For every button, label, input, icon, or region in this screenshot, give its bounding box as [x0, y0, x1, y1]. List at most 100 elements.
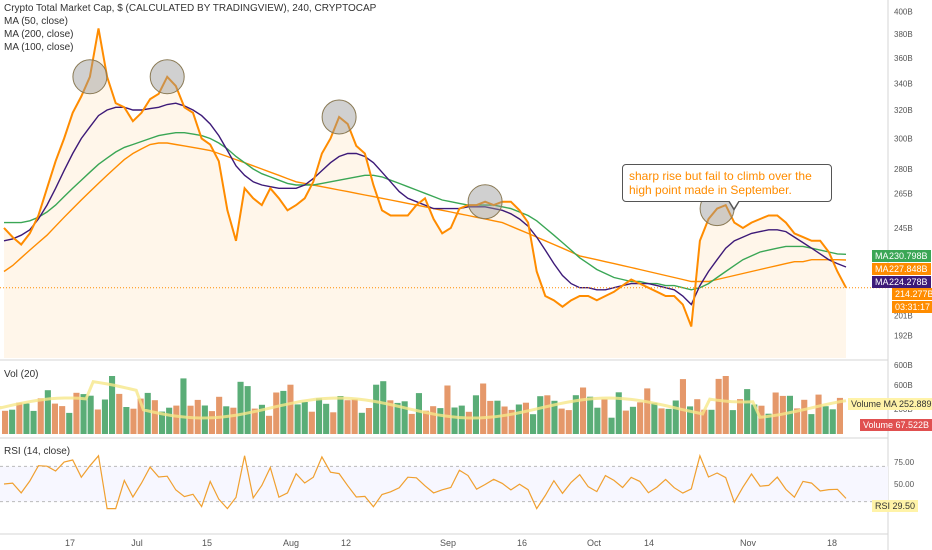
volume-bar	[358, 412, 365, 434]
time-tick-label: Jul	[131, 538, 143, 548]
volume-bar	[201, 405, 208, 434]
volume-bar	[465, 411, 472, 434]
volume-bar	[30, 410, 37, 434]
volume-bar	[144, 392, 151, 434]
legend-ma50[interactable]: MA (50, close)	[4, 16, 68, 27]
volume-bar	[187, 405, 194, 434]
volume-bar	[615, 392, 622, 434]
volume-bar	[601, 399, 608, 434]
price-line	[3, 28, 847, 327]
volume-bar	[287, 384, 294, 434]
rsi-value-badge: RSI 29.50	[872, 500, 919, 512]
volume-bar	[480, 383, 487, 434]
volume-bar	[430, 406, 437, 434]
volume-bar	[80, 394, 87, 434]
volume-tick-label: 600B	[894, 381, 913, 390]
volume-bar	[822, 406, 829, 434]
volume-bar	[737, 399, 744, 434]
volume-bar	[829, 409, 836, 434]
volume-bar	[765, 413, 772, 434]
volume-bar	[59, 406, 66, 434]
time-tick-label: Oct	[587, 538, 602, 548]
volume-bar	[351, 399, 358, 434]
peak-highlight-2	[321, 99, 357, 135]
volume-bar	[123, 407, 130, 434]
volume-bar	[251, 408, 258, 434]
rsi-pane-label[interactable]: RSI (14, close)	[4, 446, 71, 457]
volume-bar	[94, 409, 101, 434]
volume-bar	[51, 403, 58, 434]
volume-bar	[786, 395, 793, 434]
legend-ma100[interactable]: MA (100, close)	[4, 42, 74, 53]
volume-bar	[658, 408, 665, 434]
time-tick-label: 17	[65, 538, 75, 548]
volume-bar	[9, 409, 16, 434]
ma100-value-badge: MA230.798B	[872, 250, 931, 262]
volume-bar	[608, 417, 615, 434]
volume-bar	[794, 408, 801, 434]
volume-bar	[365, 408, 372, 434]
volume-bar	[451, 407, 458, 434]
volume-bar	[729, 410, 736, 434]
price-tick-label: 201B	[894, 311, 913, 320]
volume-bar	[679, 379, 686, 434]
volume-bar	[330, 412, 337, 434]
volume-bar	[672, 400, 679, 434]
time-tick-label: Aug	[283, 538, 299, 548]
volume-bar	[344, 400, 351, 434]
volume-bar	[137, 398, 144, 434]
volume-bar	[544, 395, 551, 434]
volume-bar	[130, 408, 137, 434]
volume-bar	[580, 387, 587, 434]
time-tick-label: 12	[341, 538, 351, 548]
volume-bar	[836, 397, 843, 434]
legend-ma200[interactable]: MA (200, close)	[4, 29, 74, 40]
volume-badge: Volume 67.522B	[860, 419, 932, 431]
series-line-ma-100-	[3, 132, 847, 291]
rsi-tick-label: 50.00	[894, 480, 915, 489]
volume-bar	[629, 406, 636, 434]
volume-bar	[772, 392, 779, 434]
volume-bar	[522, 402, 529, 434]
volume-bar	[2, 410, 9, 434]
volume-bar	[301, 402, 308, 434]
volume-bar	[337, 396, 344, 434]
volume-bar	[651, 402, 658, 434]
volume-bar	[594, 407, 601, 434]
time-tick-label: 16	[517, 538, 527, 548]
volume-bar	[280, 390, 287, 434]
volume-bar	[73, 392, 80, 434]
time-tick-label: Sep	[440, 538, 456, 548]
volume-bar	[722, 376, 729, 434]
volume-bar	[166, 407, 173, 434]
volume-bar	[230, 407, 237, 434]
price-tick-label: 380B	[894, 30, 913, 39]
price-tick-label: 245B	[894, 224, 913, 233]
volume-bar	[87, 395, 94, 434]
volume-bar	[109, 376, 116, 434]
rsi-line	[3, 453, 847, 510]
price-tick-label: 340B	[894, 79, 913, 88]
volume-bar	[622, 410, 629, 434]
volume-bar	[415, 393, 422, 434]
volume-bar	[508, 409, 515, 434]
volume-bar	[380, 381, 387, 434]
volume-bar	[715, 378, 722, 434]
volume-bar	[208, 411, 215, 434]
volume-bar	[237, 381, 244, 434]
volume-bar	[530, 414, 537, 434]
price-tick-label: 192B	[894, 332, 913, 341]
volume-bar	[751, 404, 758, 434]
chart-title: Crypto Total Market Cap, $ (CALCULATED B…	[4, 3, 377, 14]
peak-highlight-0	[72, 59, 108, 95]
volume-pane-label[interactable]: Vol (20)	[4, 369, 39, 380]
volume-bar	[180, 378, 187, 434]
volume-bar	[159, 411, 166, 434]
volume-bar	[744, 389, 751, 434]
annotation-callout[interactable]: sharp rise but fail to climb over the hi…	[622, 164, 832, 202]
volume-bar	[572, 395, 579, 434]
time-tick-label: 18	[827, 538, 837, 548]
volume-bar	[37, 398, 44, 434]
time-tick-label: 15	[202, 538, 212, 548]
